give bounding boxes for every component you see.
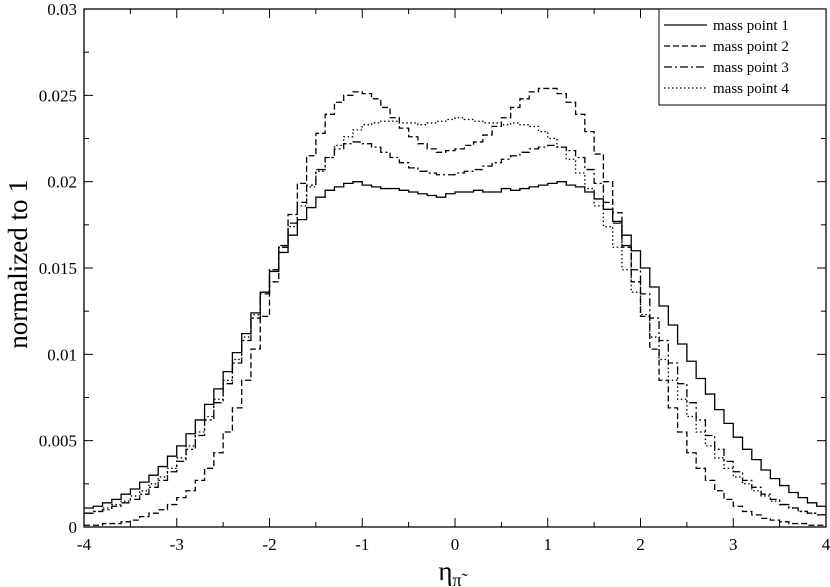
x-tick-label: 1 [544, 535, 553, 554]
tick-labels: -4 -3 -2 -1 0 1 2 3 4 0 0.005 0.01 0.015 0.02 0.025 0.0… [39, 0, 830, 554]
x-axis-title-symbol: η [438, 556, 452, 586]
y-tick-label: 0.005 [39, 432, 77, 451]
series-line-2 [84, 87, 826, 526]
series-line-1 [84, 181, 826, 509]
y-tick-label: 0 [69, 518, 78, 537]
legend-label-1: mass point 1 [713, 18, 789, 34]
legend: mass point 1 mass point 2 mass point 3 mass… [658, 8, 827, 106]
x-tick-label: -4 [77, 535, 92, 554]
legend-label-3: mass point 3 [713, 60, 789, 76]
x-tick-label: -2 [262, 535, 276, 554]
x-tick-label: 2 [636, 535, 645, 554]
x-tick-label: 4 [822, 535, 830, 554]
x-tick-label: 0 [451, 535, 460, 554]
legend-label-4: mass point 4 [713, 81, 789, 97]
y-tick-label: 0.025 [39, 86, 77, 105]
y-tick-label: 0.02 [47, 173, 77, 192]
legend-label-2: mass point 2 [713, 39, 789, 55]
y-tick-label: 0.01 [47, 345, 77, 364]
x-tick-label: -3 [170, 535, 184, 554]
y-axis-title: normalized to 1 [3, 179, 33, 348]
x-tick-label: -1 [355, 535, 369, 554]
y-tick-label: 0.015 [39, 259, 77, 278]
series-line-4 [84, 117, 826, 516]
x-tick-label: 3 [729, 535, 738, 554]
series-layer [84, 87, 826, 526]
y-tick-label: 0.03 [47, 0, 77, 19]
